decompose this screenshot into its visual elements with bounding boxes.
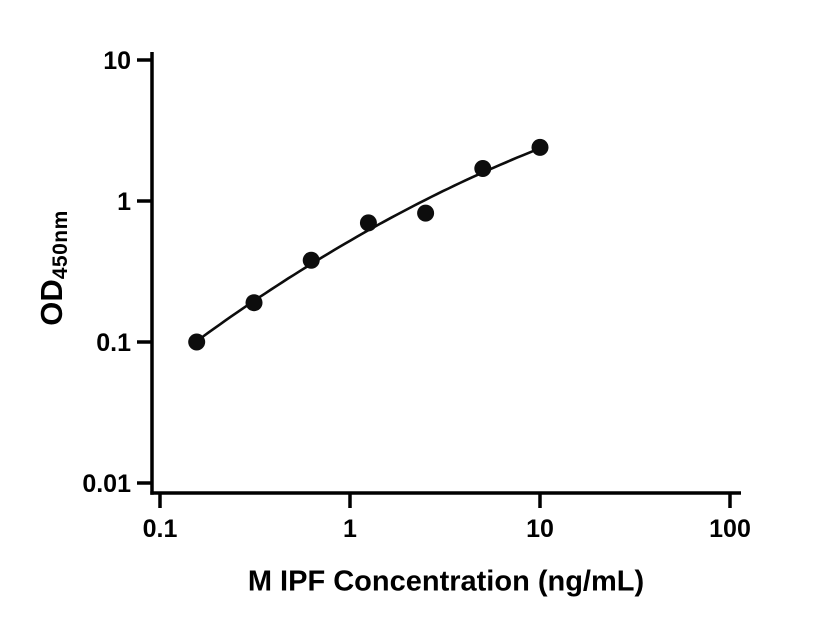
- y-tick-label: 0.01: [82, 470, 131, 498]
- x-tick-label: 0.1: [143, 515, 178, 543]
- y-axis-title-main: OD: [34, 279, 69, 326]
- x-tick-label: 1: [343, 515, 357, 543]
- data-point: [531, 138, 549, 156]
- x-tick-label: 10: [526, 515, 554, 543]
- y-tick-label: 1: [117, 188, 131, 216]
- data-point: [245, 294, 263, 312]
- data-point: [188, 333, 206, 351]
- y-axis-title-subscript: 450nm: [49, 210, 72, 280]
- x-axis-title: M IPF Concentration (ng/mL): [247, 565, 645, 598]
- data-point: [474, 160, 492, 178]
- data-point: [359, 214, 377, 232]
- data-point: [302, 251, 320, 269]
- y-tick-label: 0.1: [96, 329, 131, 357]
- x-tick-label: 100: [709, 515, 751, 543]
- fit-curve: [195, 147, 541, 343]
- y-tick-label: 10: [103, 47, 131, 75]
- y-axis-title: OD450nm: [34, 210, 72, 326]
- data-point: [417, 204, 435, 222]
